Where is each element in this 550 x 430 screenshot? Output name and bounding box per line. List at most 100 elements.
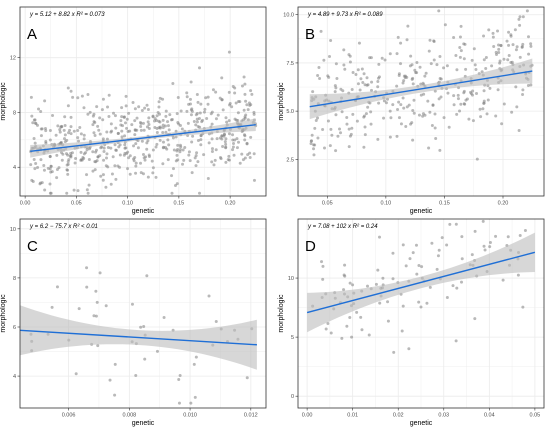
data-point bbox=[79, 132, 83, 136]
data-point bbox=[86, 93, 90, 97]
data-point bbox=[329, 127, 333, 131]
data-point bbox=[529, 44, 533, 48]
axes: 0.006 0.008 0.010 0.012 4 6 8 10 bbox=[10, 227, 258, 419]
data-point bbox=[67, 131, 71, 135]
data-point bbox=[214, 117, 218, 121]
data-point bbox=[197, 117, 201, 121]
data-point bbox=[108, 378, 112, 382]
data-point bbox=[376, 137, 380, 141]
data-point bbox=[382, 99, 386, 103]
data-point bbox=[146, 175, 150, 179]
data-point bbox=[145, 141, 149, 145]
data-point bbox=[105, 152, 109, 156]
data-point bbox=[521, 15, 525, 19]
data-point bbox=[98, 271, 102, 275]
data-point bbox=[206, 95, 210, 99]
data-point bbox=[437, 9, 441, 13]
data-point bbox=[164, 114, 168, 118]
data-point bbox=[338, 127, 342, 131]
data-point bbox=[44, 141, 48, 145]
data-point bbox=[381, 276, 385, 280]
data-point bbox=[460, 235, 464, 239]
data-point bbox=[309, 142, 313, 146]
data-point bbox=[178, 374, 182, 378]
data-point bbox=[180, 127, 184, 131]
y-axis-title: morphologic bbox=[278, 82, 285, 121]
data-point bbox=[176, 158, 180, 162]
x-tick-label: 0.15 bbox=[174, 201, 185, 207]
data-point bbox=[460, 280, 464, 284]
data-point bbox=[484, 56, 488, 60]
panel-letter: A bbox=[27, 26, 37, 43]
data-point bbox=[431, 103, 435, 107]
data-point bbox=[326, 74, 330, 78]
data-point bbox=[202, 110, 206, 114]
data-point bbox=[400, 329, 404, 333]
data-point bbox=[55, 167, 59, 171]
data-point bbox=[145, 147, 149, 151]
data-point bbox=[442, 116, 446, 120]
data-point bbox=[32, 137, 36, 141]
panel-d: 0.00 0.01 0.02 0.03 0.04 0.05 0 5 10 genetic morph… bbox=[278, 218, 545, 427]
data-point bbox=[157, 105, 161, 109]
data-point bbox=[250, 92, 254, 96]
data-point bbox=[179, 109, 183, 113]
data-point bbox=[484, 67, 488, 71]
data-point bbox=[339, 131, 343, 135]
data-point bbox=[369, 110, 373, 114]
data-point bbox=[350, 87, 354, 91]
y-axis-title: morphologic bbox=[0, 82, 7, 121]
data-point bbox=[350, 335, 354, 339]
regression-line bbox=[309, 70, 533, 108]
data-point bbox=[146, 120, 150, 124]
data-point bbox=[210, 160, 214, 164]
data-point bbox=[188, 97, 192, 101]
data-point bbox=[445, 295, 449, 299]
data-point bbox=[175, 149, 179, 153]
data-point bbox=[467, 117, 471, 121]
data-point bbox=[243, 82, 247, 86]
data-point bbox=[79, 150, 83, 154]
data-point bbox=[224, 142, 228, 146]
data-point bbox=[43, 127, 47, 131]
data-point bbox=[415, 272, 419, 276]
data-point bbox=[362, 115, 366, 119]
data-point bbox=[106, 146, 110, 150]
data-point bbox=[35, 123, 39, 127]
data-point bbox=[454, 222, 458, 226]
data-point bbox=[98, 154, 102, 158]
data-point bbox=[198, 125, 202, 129]
data-point bbox=[221, 108, 225, 112]
data-point bbox=[198, 111, 202, 115]
data-point bbox=[247, 101, 251, 105]
data-point bbox=[406, 24, 410, 28]
data-point bbox=[42, 168, 46, 172]
data-point bbox=[397, 100, 401, 104]
data-point bbox=[242, 75, 246, 79]
data-point bbox=[428, 110, 432, 114]
data-point bbox=[65, 191, 69, 195]
data-point bbox=[145, 103, 149, 107]
data-point bbox=[494, 234, 498, 238]
data-point bbox=[365, 76, 369, 80]
data-point bbox=[170, 174, 174, 178]
data-point bbox=[33, 121, 37, 125]
data-point bbox=[249, 89, 253, 93]
data-point bbox=[214, 90, 218, 94]
data-point bbox=[348, 315, 352, 319]
data-point bbox=[94, 150, 98, 154]
x-tick-label: 0.05 bbox=[71, 201, 82, 207]
y-tick-label: 8 bbox=[13, 110, 16, 116]
data-point bbox=[167, 143, 171, 147]
x-axis-title: genetic bbox=[410, 420, 433, 427]
data-point bbox=[143, 106, 147, 110]
data-point bbox=[397, 116, 401, 120]
data-point bbox=[224, 145, 228, 149]
data-point bbox=[448, 222, 452, 226]
data-point bbox=[462, 91, 466, 95]
data-point bbox=[101, 137, 105, 141]
data-point bbox=[166, 138, 170, 142]
data-point bbox=[428, 38, 432, 42]
y-tick-label: 10 bbox=[288, 276, 294, 282]
